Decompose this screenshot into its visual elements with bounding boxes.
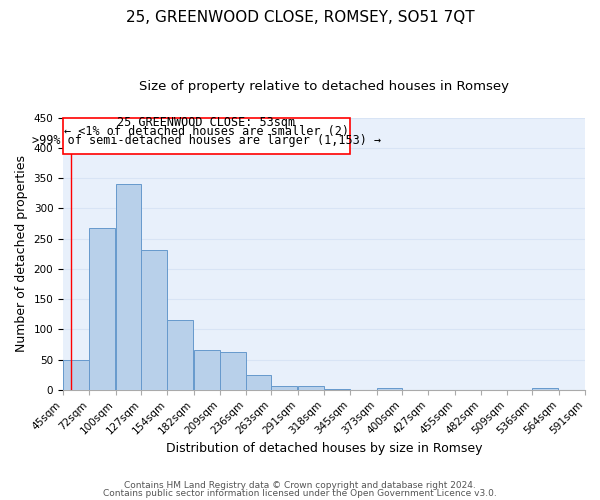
Text: 25 GREENWOOD CLOSE: 53sqm: 25 GREENWOOD CLOSE: 53sqm xyxy=(118,116,295,129)
Title: Size of property relative to detached houses in Romsey: Size of property relative to detached ho… xyxy=(139,80,509,93)
Bar xyxy=(245,374,271,390)
Text: >99% of semi-detached houses are larger (1,153) →: >99% of semi-detached houses are larger … xyxy=(32,134,381,146)
Text: ← <1% of detached houses are smaller (2): ← <1% of detached houses are smaller (2) xyxy=(64,124,349,138)
Bar xyxy=(298,386,324,390)
Text: Contains HM Land Registry data © Crown copyright and database right 2024.: Contains HM Land Registry data © Crown c… xyxy=(124,481,476,490)
Y-axis label: Number of detached properties: Number of detached properties xyxy=(15,156,28,352)
Bar xyxy=(116,184,142,390)
Bar xyxy=(324,388,350,390)
Text: Contains public sector information licensed under the Open Government Licence v3: Contains public sector information licen… xyxy=(103,488,497,498)
Bar xyxy=(142,250,167,390)
Bar xyxy=(63,360,89,390)
Bar xyxy=(271,386,297,390)
Bar xyxy=(532,388,558,390)
Bar xyxy=(194,350,220,390)
Bar xyxy=(377,388,403,390)
Text: 25, GREENWOOD CLOSE, ROMSEY, SO51 7QT: 25, GREENWOOD CLOSE, ROMSEY, SO51 7QT xyxy=(125,10,475,25)
Bar xyxy=(167,320,193,390)
Bar xyxy=(89,228,115,390)
Bar xyxy=(63,118,350,154)
X-axis label: Distribution of detached houses by size in Romsey: Distribution of detached houses by size … xyxy=(166,442,482,455)
Bar xyxy=(220,352,245,390)
